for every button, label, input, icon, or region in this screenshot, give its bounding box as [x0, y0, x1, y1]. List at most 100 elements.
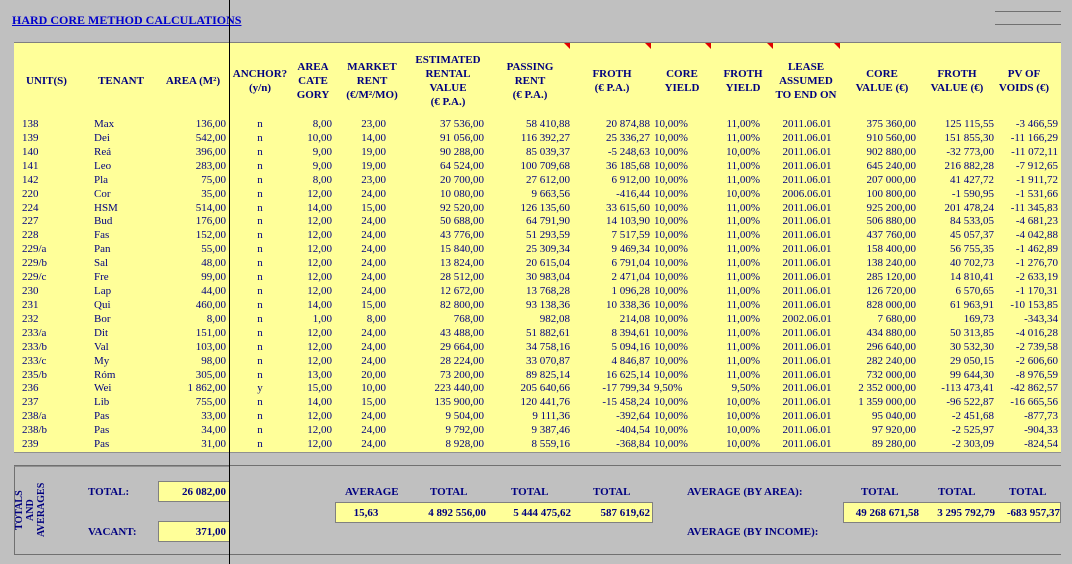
cell-anchor[interactable]: n [257, 271, 263, 284]
cell-area[interactable]: 34,00 [201, 424, 226, 437]
cell-core-value[interactable]: 828 000,00 [866, 298, 917, 311]
header-area-category[interactable]: AREA CATE GORY [296, 61, 330, 101]
cell-market-rent[interactable]: 19,00 [361, 159, 386, 172]
cell-area-category[interactable]: 12,00 [307, 229, 332, 242]
cell-area-category[interactable]: 12,00 [307, 243, 332, 256]
cell-anchor[interactable]: n [257, 257, 263, 270]
cell-market-rent[interactable]: 24,00 [361, 285, 386, 297]
cell-market-rent[interactable]: 24,00 [361, 271, 386, 284]
cell-anchor[interactable]: n [257, 340, 263, 353]
cell-anchor[interactable]: y [257, 382, 263, 395]
cell-core-yield[interactable]: 10,00% [654, 201, 688, 214]
cell-unit[interactable]: 239 [22, 438, 39, 451]
cell-area[interactable]: 283,00 [195, 159, 226, 172]
cell-froth-yield[interactable]: 11,00% [726, 173, 760, 186]
cell-erv[interactable]: 64 524,00 [440, 159, 484, 172]
cell-core-yield[interactable]: 10,00% [654, 215, 688, 228]
cell-unit[interactable]: 139 [22, 131, 39, 144]
cell-area-category[interactable]: 12,00 [307, 285, 332, 297]
cell-froth-value[interactable]: 45 057,37 [950, 229, 994, 242]
header-froth-value[interactable]: FROTH VALUE (€) [930, 68, 984, 94]
cell-froth-value[interactable]: 14 810,41 [950, 271, 994, 284]
cell-core-yield[interactable]: 10,00% [654, 312, 688, 325]
total-core-value-cell[interactable]: 49 268 671,58 [855, 507, 919, 519]
cell-tenant[interactable]: Pas [94, 438, 110, 451]
cell-froth[interactable]: 4 846,87 [611, 354, 651, 367]
cell-tenant[interactable]: Max [94, 118, 115, 130]
cell-froth[interactable]: 20 874,88 [606, 118, 650, 130]
cell-anchor[interactable]: n [257, 145, 263, 158]
cell-anchor[interactable]: n [257, 354, 263, 367]
header-core-yield[interactable]: CORE YIELD [664, 68, 700, 94]
comment-indicator-icon[interactable] [767, 43, 773, 49]
cell-unit[interactable]: 237 [22, 396, 39, 409]
cell-lease-end[interactable]: 2011.06.01 [782, 396, 832, 409]
cell-froth-value[interactable]: 125 115,55 [944, 118, 994, 130]
cell-pv-voids[interactable]: -877,73 [1024, 410, 1058, 423]
cell-core-yield[interactable]: 10,00% [654, 257, 688, 270]
cell-froth-yield[interactable]: 11,00% [726, 340, 760, 353]
cell-froth[interactable]: 14 103,90 [606, 215, 650, 228]
cell-market-rent[interactable]: 24,00 [361, 229, 386, 242]
cell-core-yield[interactable]: 10,00% [654, 159, 688, 172]
cell-core-value[interactable]: 1 359 000,00 [858, 396, 916, 409]
cell-lease-end[interactable]: 2011.06.01 [782, 257, 832, 270]
cell-core-value[interactable]: 97 920,00 [872, 424, 916, 437]
cell-froth-value[interactable]: 41 427,72 [950, 173, 994, 186]
cell-pv-voids[interactable]: -11 345,83 [1010, 201, 1058, 214]
cell-area-category[interactable]: 14,00 [307, 298, 332, 311]
cell-core-value[interactable]: 126 720,00 [866, 285, 917, 297]
cell-froth[interactable]: 36 185,68 [606, 159, 650, 172]
cell-erv[interactable]: 90 288,00 [440, 145, 484, 158]
cell-anchor[interactable]: n [257, 438, 263, 451]
cell-core-value[interactable]: 506 880,00 [866, 215, 917, 228]
cell-unit[interactable]: 233/a [22, 326, 47, 339]
cell-anchor[interactable]: n [257, 424, 263, 437]
header-anchor[interactable]: ANCHOR? (y/n) [232, 68, 288, 94]
cell-core-value[interactable]: 207 000,00 [866, 173, 917, 186]
cell-market-rent[interactable]: 24,00 [361, 326, 386, 339]
cell-unit[interactable]: 230 [22, 285, 39, 297]
cell-lease-end[interactable]: 2011.06.01 [782, 243, 832, 256]
cell-passing-rent[interactable]: 120 441,76 [520, 396, 571, 409]
cell-froth-value[interactable]: 169,73 [963, 312, 994, 325]
cell-tenant[interactable]: Dei [94, 131, 110, 144]
cell-froth-yield[interactable]: 11,00% [726, 229, 760, 242]
cell-erv[interactable]: 223 440,00 [434, 382, 485, 395]
cell-area[interactable]: 305,00 [195, 368, 226, 381]
cell-tenant[interactable]: HSM [94, 201, 118, 214]
cell-core-value[interactable]: 95 040,00 [872, 410, 916, 423]
cell-passing-rent[interactable]: 9 387,46 [531, 424, 571, 437]
cell-area[interactable]: 152,00 [195, 229, 226, 242]
cell-froth-yield[interactable]: 9,50% [731, 382, 760, 395]
cell-tenant[interactable]: Pas [94, 424, 110, 437]
cell-core-value[interactable]: 89 280,00 [872, 438, 916, 451]
cell-froth-value[interactable]: 201 478,24 [944, 201, 995, 214]
total-passing-cell[interactable]: 5 444 475,62 [513, 507, 571, 519]
cell-tenant[interactable]: Bor [94, 312, 111, 325]
cell-froth-value[interactable]: 6 570,65 [955, 285, 995, 297]
cell-froth[interactable]: -368,84 [616, 438, 650, 451]
cell-core-value[interactable]: 434 880,00 [866, 326, 917, 339]
cell-area[interactable]: 176,00 [195, 215, 226, 228]
cell-froth-yield[interactable]: 10,00% [726, 438, 760, 451]
cell-core-value[interactable]: 2 352 000,00 [858, 382, 916, 395]
cell-anchor[interactable]: n [257, 229, 263, 242]
cell-market-rent[interactable]: 24,00 [361, 187, 386, 200]
cell-pv-voids[interactable]: -4 042,88 [1015, 229, 1058, 242]
cell-lease-end[interactable]: 2011.06.01 [782, 201, 832, 214]
cell-froth[interactable]: 10 338,36 [606, 298, 650, 311]
cell-froth-yield[interactable]: 10,00% [726, 145, 760, 158]
cell-area[interactable]: 31,00 [201, 438, 226, 451]
cell-passing-rent[interactable]: 9 111,36 [532, 410, 570, 423]
cell-unit[interactable]: 227 [22, 215, 39, 228]
cell-pv-voids[interactable]: -1 462,89 [1015, 243, 1058, 256]
cell-froth[interactable]: -392,64 [616, 410, 650, 423]
cell-froth-yield[interactable]: 11,00% [726, 159, 760, 172]
vacant-area-cell[interactable]: 371,00 [158, 521, 230, 542]
cell-pv-voids[interactable]: -2 606,60 [1015, 354, 1058, 367]
cell-froth-value[interactable]: -2 451,68 [951, 410, 994, 423]
cell-froth[interactable]: 6 791,04 [611, 257, 651, 270]
cell-anchor[interactable]: n [257, 131, 263, 144]
cell-core-yield[interactable]: 10,00% [654, 438, 688, 451]
